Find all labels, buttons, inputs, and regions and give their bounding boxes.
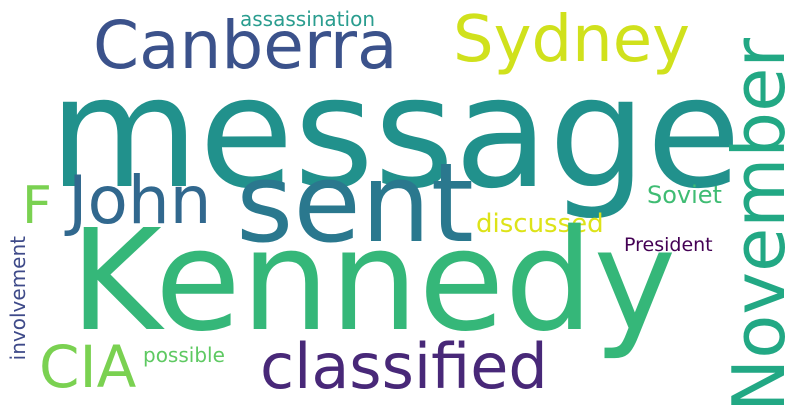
word-f: F bbox=[22, 176, 52, 236]
word-cia: CIA bbox=[39, 333, 137, 401]
word-involvement: involvement bbox=[6, 236, 30, 361]
word-assassination: assassination bbox=[240, 7, 375, 31]
word-sent: sent bbox=[236, 139, 474, 267]
word-possible: possible bbox=[143, 343, 225, 367]
word-president: President bbox=[624, 234, 713, 256]
word-sydney: Sydney bbox=[453, 3, 690, 77]
word-classified: classified bbox=[260, 330, 548, 403]
word-soviet: Soviet bbox=[647, 181, 722, 209]
word-message: message bbox=[49, 44, 742, 223]
word-discussed: discussed bbox=[476, 209, 604, 239]
word-john: John bbox=[68, 162, 212, 239]
word-kennedy: Kennedy bbox=[70, 200, 677, 363]
word-november: November bbox=[717, 38, 790, 405]
word-canberra: Canberra bbox=[93, 7, 398, 84]
